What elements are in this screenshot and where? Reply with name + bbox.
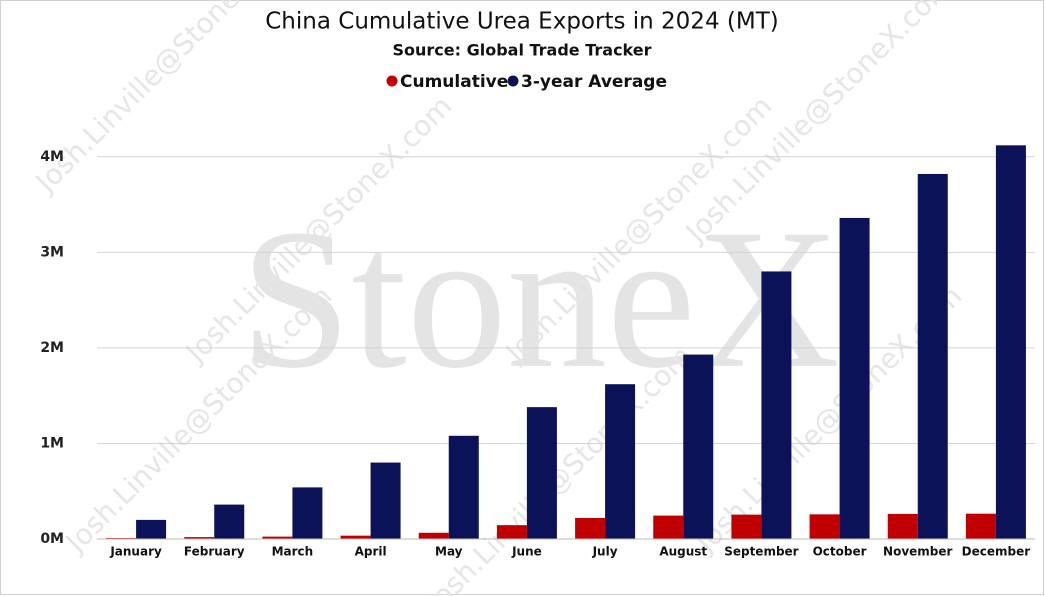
bar bbox=[965, 513, 996, 539]
bar bbox=[136, 519, 167, 539]
x-tick-label: August bbox=[659, 545, 707, 559]
y-tick-label: 1M bbox=[40, 435, 64, 451]
legend-marker bbox=[386, 75, 398, 87]
x-tick-label: October bbox=[813, 545, 867, 559]
bar bbox=[839, 217, 870, 539]
bar bbox=[292, 487, 323, 539]
bar bbox=[761, 271, 792, 539]
bar bbox=[887, 513, 918, 539]
bar bbox=[731, 514, 762, 539]
x-tick-label: December bbox=[962, 545, 1031, 559]
x-tick-label: April bbox=[355, 545, 387, 559]
legend-label: 3-year Average bbox=[521, 72, 667, 92]
bar bbox=[995, 145, 1026, 540]
bar bbox=[418, 532, 449, 539]
chart-title: China Cumulative Urea Exports in 2024 (M… bbox=[265, 9, 778, 35]
legend-label: Cumulative bbox=[400, 72, 508, 92]
chart-subtitle: Source: Global Trade Tracker bbox=[392, 41, 651, 60]
y-tick-label: 2M bbox=[40, 340, 64, 356]
bar bbox=[262, 536, 293, 539]
legend-marker bbox=[507, 75, 519, 87]
y-tick-label: 3M bbox=[40, 244, 64, 260]
bar bbox=[184, 537, 215, 539]
bar bbox=[575, 517, 606, 539]
x-tick-label: February bbox=[184, 545, 245, 559]
bar bbox=[809, 514, 840, 539]
bar bbox=[917, 173, 948, 539]
y-tick-label: 0M bbox=[40, 531, 64, 547]
x-tick-label: September bbox=[724, 545, 798, 559]
x-tick-label: November bbox=[883, 545, 952, 559]
y-tick-label: 4M bbox=[40, 149, 64, 165]
x-tick-label: July bbox=[592, 545, 618, 559]
bar bbox=[496, 525, 527, 539]
watermark: StoneX bbox=[240, 189, 840, 410]
bar bbox=[340, 535, 371, 539]
x-tick-label: May bbox=[435, 545, 463, 559]
bar bbox=[653, 515, 684, 539]
bar bbox=[683, 354, 714, 539]
bar bbox=[526, 407, 557, 539]
x-tick-label: June bbox=[511, 545, 542, 559]
bar bbox=[605, 384, 636, 539]
x-tick-label: March bbox=[272, 545, 314, 559]
bar bbox=[214, 504, 245, 539]
x-tick-label: January bbox=[109, 545, 162, 559]
bar bbox=[448, 435, 479, 539]
bar bbox=[370, 462, 401, 539]
